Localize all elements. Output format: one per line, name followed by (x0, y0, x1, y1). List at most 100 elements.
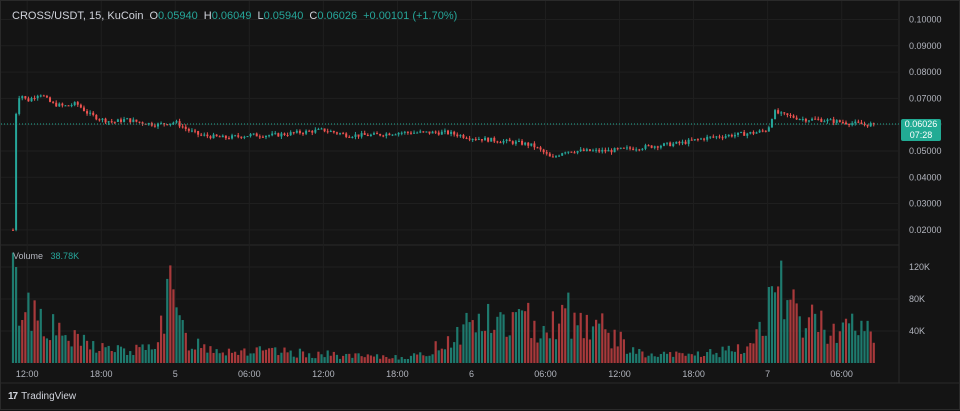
candle-body (592, 150, 595, 152)
candle-body (511, 141, 514, 144)
volume-bar (271, 347, 274, 363)
candle (570, 151, 573, 153)
volume-bar (264, 349, 268, 363)
candle-body (329, 131, 332, 133)
volume-bar (135, 344, 138, 363)
candle-body (443, 130, 446, 132)
candle-body (783, 112, 786, 114)
volume-bar (715, 352, 718, 363)
candle (271, 131, 274, 137)
symbol-title[interactable]: CROSS/USDT, 15, KuCoin (12, 10, 144, 22)
volume-title[interactable]: Volume (13, 251, 44, 261)
candle-body (200, 134, 203, 136)
candle (662, 142, 665, 147)
candle (604, 147, 607, 154)
candle (487, 137, 490, 143)
time-axis[interactable]: 12:00 18:00 5 06:00 12:00 18:00 6 06:00 12:00 18:… (16, 369, 853, 379)
candle-body (397, 132, 400, 135)
candle (342, 131, 345, 135)
candle (227, 136, 230, 140)
volume-bar (561, 304, 564, 363)
candle (527, 141, 530, 149)
candle-body (638, 149, 641, 151)
volume-bar (536, 342, 539, 363)
candle (585, 147, 588, 152)
candle (132, 117, 135, 123)
volume-bar (530, 338, 533, 363)
low-label: L (257, 10, 264, 22)
volume-bar (58, 322, 61, 363)
candle (413, 130, 416, 134)
candle-body (372, 133, 375, 135)
volume-bar (789, 299, 792, 363)
low-value: 0.05940 (263, 10, 304, 22)
candle-body (869, 123, 872, 127)
volume-bar (184, 332, 187, 363)
volume-bar (419, 352, 422, 363)
candle-body (249, 134, 252, 137)
candle-body (758, 130, 761, 133)
candle-body (268, 135, 271, 137)
volume-bar (95, 352, 98, 363)
volume-bar (197, 338, 200, 363)
volume-bars (11, 252, 875, 363)
candle (400, 131, 403, 136)
last-price-tag: 0.06026 07:28 (901, 119, 941, 141)
candle (561, 152, 564, 157)
volume-bar (375, 354, 379, 363)
candle (79, 103, 82, 109)
candle-body (406, 131, 409, 133)
volume-bar (440, 348, 443, 363)
volume-bar (274, 347, 277, 363)
candle (184, 124, 187, 132)
volume-bar (588, 339, 592, 363)
candle (73, 101, 76, 107)
volume-bar (533, 320, 536, 363)
volume-bar (298, 348, 302, 363)
volume-bar (487, 303, 490, 363)
candle-body (320, 128, 323, 130)
volume-bar (517, 309, 521, 363)
volume-bar (783, 319, 786, 363)
candle-body (755, 132, 758, 134)
volume-bar (221, 352, 224, 363)
candle-body (18, 98, 21, 114)
candle-body (382, 135, 385, 137)
candle-body (857, 121, 860, 123)
volume-bar (511, 312, 514, 363)
volume-bar (70, 346, 73, 363)
volume-bar (798, 316, 801, 363)
candle (363, 130, 366, 135)
candle (119, 117, 122, 124)
candle (693, 139, 696, 142)
candle-body (283, 133, 286, 136)
volume-bar (172, 289, 175, 363)
candle-body (564, 152, 567, 154)
volume-bar (780, 260, 783, 363)
candle-body (656, 146, 659, 148)
volume-bar (804, 328, 807, 363)
volume-bar (607, 332, 610, 363)
candle (564, 151, 567, 155)
candle (835, 119, 838, 125)
volume-bar (382, 355, 385, 363)
volume-bar (311, 357, 314, 363)
candle (123, 116, 126, 123)
volume-axis[interactable]: 120K 80K 40K (909, 262, 930, 336)
candle-body (314, 129, 317, 133)
volume-bar (360, 356, 363, 363)
footer-brand[interactable]: 17 TradingView (8, 391, 76, 402)
candle-body (456, 134, 459, 137)
candle (317, 127, 320, 130)
candle (777, 108, 780, 115)
candle (613, 147, 616, 153)
volume-bar (632, 347, 635, 363)
candle-body (70, 105, 73, 107)
volume-bar (258, 346, 261, 363)
volume-bar (246, 355, 249, 363)
volume-bar (733, 351, 737, 363)
candle (104, 117, 107, 124)
volume-bar (514, 312, 517, 363)
volume-bar (539, 338, 542, 363)
